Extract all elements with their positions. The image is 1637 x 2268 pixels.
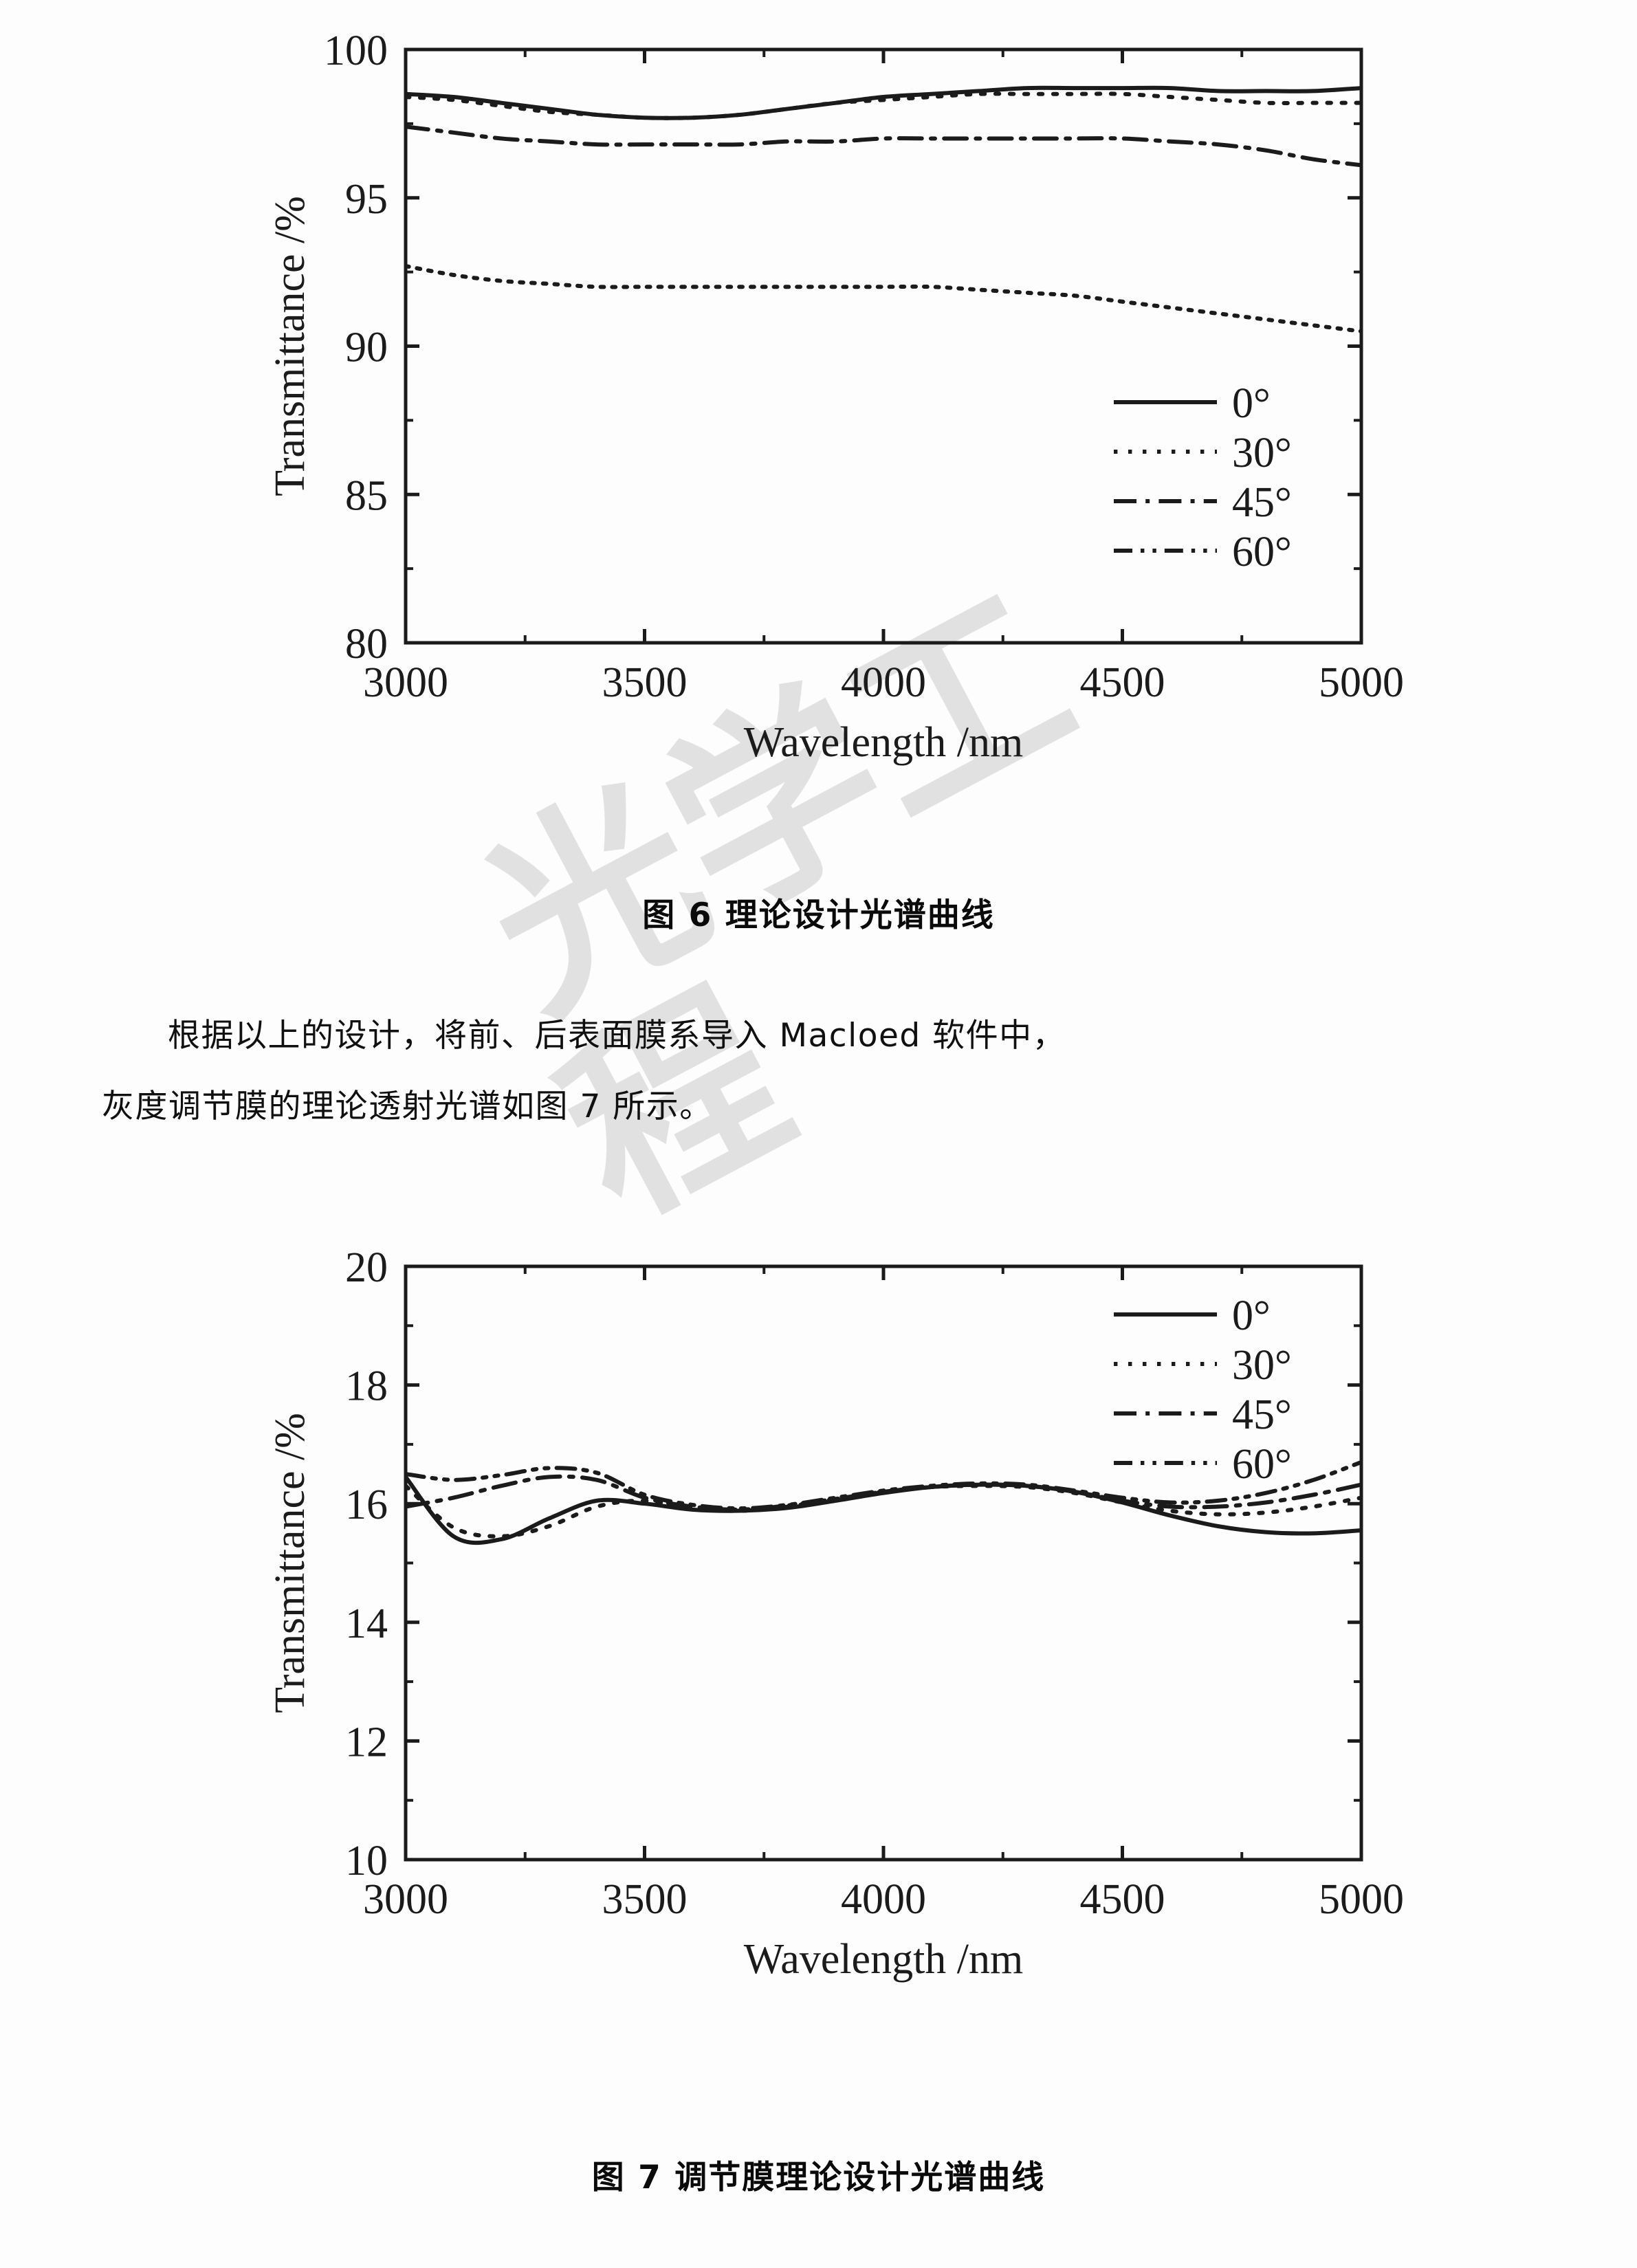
spectral-curve-chart-2: 3000 3500 4000 4500 5000 10 12 14 16 18 20 Waveleng…: [267, 1244, 1404, 1983]
y-tick-label: 20: [345, 1244, 388, 1291]
series-line-60deg: [406, 263, 1361, 333]
paragraph-line-1-text: 根据以上的设计，将前、后表面膜系导入 Macloed 软件中，: [168, 1017, 1066, 1055]
figure-7-chart: 3000 3500 4000 4500 5000 10 12 14 16 18 20 Waveleng…: [206, 1237, 1444, 2090]
series-group: [406, 1460, 1361, 1545]
series-line-30deg: [406, 91, 1361, 120]
y-axis-title: Transmittance /%: [267, 196, 314, 496]
series-line-0deg: [406, 1475, 1361, 1545]
y-tick-label: 80: [345, 621, 388, 668]
legend-label-45deg: 45°: [1232, 1391, 1292, 1438]
y-tick-label: 18: [345, 1363, 388, 1410]
legend-label-30deg: 30°: [1232, 430, 1292, 476]
y-tick-label: 90: [345, 324, 388, 371]
legend-label-30deg: 30°: [1232, 1342, 1292, 1389]
paragraph-line-1: 根据以上的设计，将前、后表面膜系导入 Macloed 软件中，: [102, 1000, 1539, 1071]
series-line-0deg: [406, 85, 1361, 120]
series-line-45deg: [406, 124, 1361, 168]
series-line-30deg: [406, 1484, 1361, 1539]
x-tick-label: 3500: [602, 1876, 688, 1923]
spectral-curve-chart-1: 3000 3500 4000 4500 5000 80 85 90 95 100 Wavelengt…: [267, 27, 1404, 766]
x-tick-label: 4500: [1080, 659, 1165, 706]
legend-label-0deg: 0°: [1232, 1292, 1271, 1339]
legend-label-60deg: 60°: [1232, 1441, 1292, 1488]
body-paragraph: 根据以上的设计，将前、后表面膜系导入 Macloed 软件中， 灰度调节膜的理论…: [102, 1000, 1539, 1142]
x-tick-label: 4500: [1080, 1876, 1165, 1923]
figure-6-chart: 3000 3500 4000 4500 5000 80 85 90 95 100 Wavelengt…: [206, 21, 1444, 873]
plot-frame: [404, 1264, 1363, 1862]
series-group: [406, 85, 1361, 333]
legend-label-0deg: 0°: [1232, 380, 1271, 427]
y-tick-label: 85: [345, 472, 388, 519]
y-tick-label: 100: [324, 27, 388, 74]
paragraph-line-2: 灰度调节膜的理论透射光谱如图 7 所示。: [102, 1088, 713, 1125]
x-tick-label: 4000: [841, 659, 926, 706]
y-axis-title: Transmittance /%: [267, 1413, 314, 1713]
y-tick-label: 95: [345, 176, 388, 223]
plot-frame: [404, 47, 1363, 645]
x-axis-title: Wavelength /nm: [744, 719, 1024, 766]
series-line-45deg: [406, 1474, 1361, 1512]
y-tick-label: 16: [345, 1482, 388, 1528]
x-axis-title: Wavelength /nm: [744, 1936, 1024, 1983]
x-tick-label: 5000: [1319, 1876, 1404, 1923]
x-tick-label: 3000: [363, 1876, 448, 1923]
figure-7-caption: 图 7 调节膜理论设计光谱曲线: [591, 2159, 1046, 2197]
figure-6-caption: 图 6 理论设计光谱曲线: [642, 896, 995, 934]
y-tick-label: 12: [345, 1719, 388, 1765]
x-tick-label: 4000: [841, 1876, 926, 1923]
x-tick-label: 5000: [1319, 659, 1404, 706]
x-tick-label: 3500: [602, 659, 688, 706]
legend-label-60deg: 60°: [1232, 529, 1292, 575]
series-line-60deg: [406, 1460, 1361, 1511]
y-tick-label: 14: [345, 1600, 388, 1647]
legend-label-45deg: 45°: [1232, 479, 1292, 526]
y-tick-label: 10: [345, 1838, 388, 1884]
x-tick-label: 3000: [363, 659, 448, 706]
